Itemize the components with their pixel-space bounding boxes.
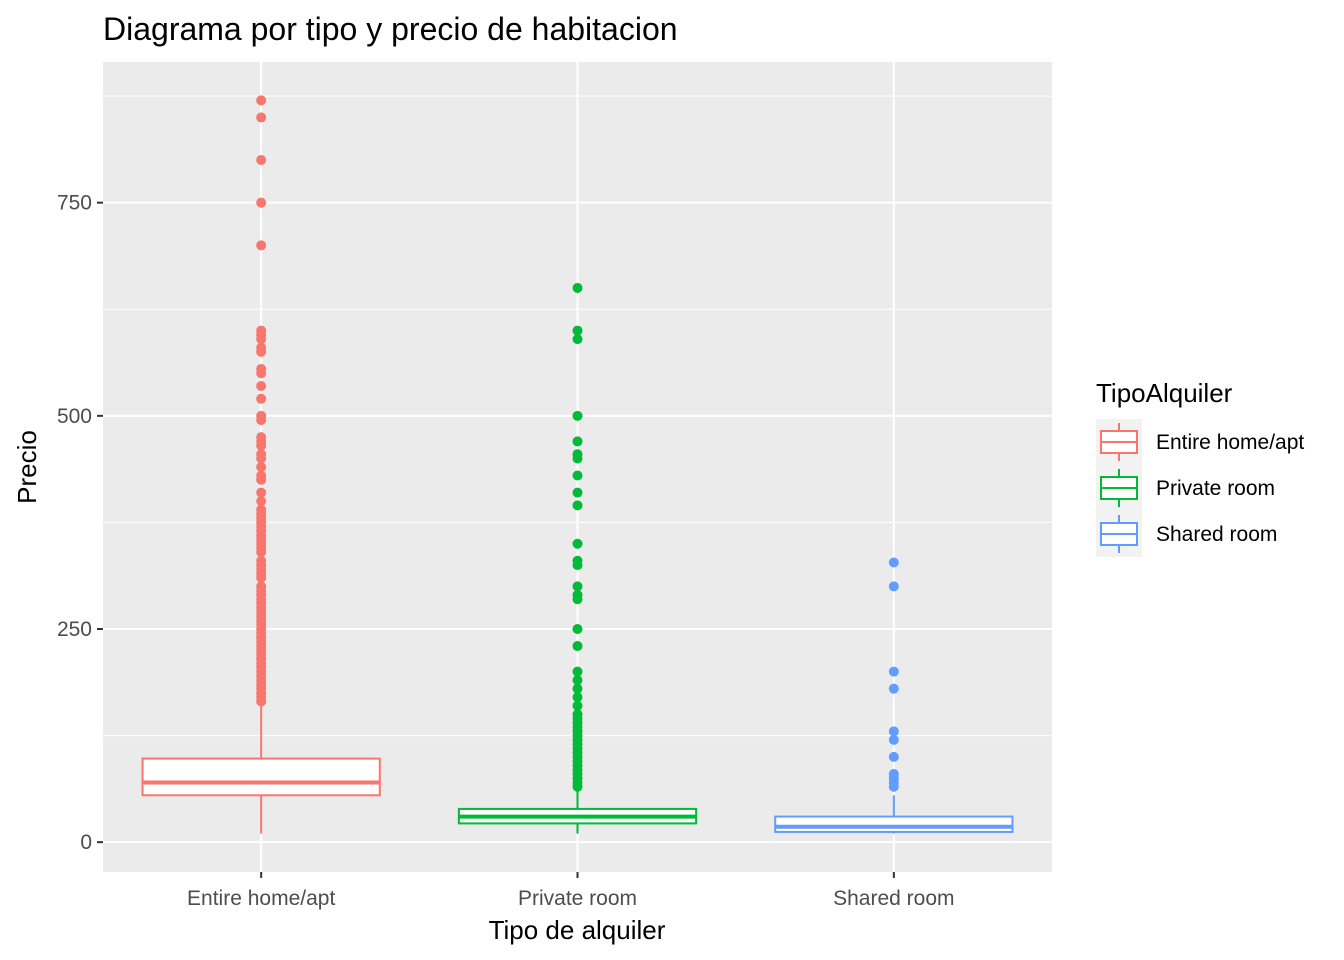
legend: TipoAlquiler Entire home/apt Private room… xyxy=(1096,378,1304,557)
x-tick-label: Private room xyxy=(518,887,637,910)
x-axis-title: Tipo de alquiler xyxy=(489,915,666,945)
box-iqr xyxy=(143,759,380,796)
legend-item: Private room xyxy=(1096,465,1275,511)
outlier-point xyxy=(256,347,266,357)
outlier-point xyxy=(573,641,583,651)
outlier-point xyxy=(256,95,266,105)
outlier-point xyxy=(573,283,583,293)
outlier-point xyxy=(573,488,583,498)
outlier-point xyxy=(573,684,583,694)
outlier-point xyxy=(256,573,266,583)
outlier-point xyxy=(256,496,266,506)
outlier-point xyxy=(889,557,899,567)
y-tick-label: 250 xyxy=(57,618,92,641)
outlier-point xyxy=(256,198,266,208)
outlier-point xyxy=(256,112,266,122)
legend-label: Entire home/apt xyxy=(1156,431,1304,454)
y-axis-title: Precio xyxy=(12,430,42,504)
outlier-point xyxy=(573,334,583,344)
outlier-point xyxy=(256,696,266,706)
legend-label: Shared room xyxy=(1156,523,1277,546)
outlier-point xyxy=(573,667,583,677)
outlier-point xyxy=(889,726,899,736)
outlier-point xyxy=(573,692,583,702)
chart-title: Diagrama por tipo y precio de habitacion xyxy=(103,11,678,47)
outlier-point xyxy=(573,782,583,792)
outlier-point xyxy=(573,326,583,336)
outlier-point xyxy=(573,500,583,510)
y-axis: 0 250 500 750 xyxy=(57,192,103,854)
outlier-point xyxy=(256,368,266,378)
outlier-point xyxy=(573,675,583,685)
outlier-point xyxy=(573,594,583,604)
outlier-point xyxy=(573,581,583,591)
outlier-point xyxy=(573,560,583,570)
outlier-point xyxy=(573,624,583,634)
outlier-point xyxy=(573,436,583,446)
outlier-point xyxy=(889,684,899,694)
legend-title: TipoAlquiler xyxy=(1096,378,1233,408)
legend-label: Private room xyxy=(1156,477,1275,500)
outlier-point xyxy=(256,547,266,557)
legend-item: Shared room xyxy=(1096,511,1277,557)
y-tick-label: 0 xyxy=(80,831,92,854)
outlier-point xyxy=(573,539,583,549)
outlier-point xyxy=(256,488,266,498)
y-tick-label: 500 xyxy=(57,405,92,428)
outlier-point xyxy=(573,471,583,481)
outlier-point xyxy=(256,155,266,165)
box-iqr xyxy=(775,817,1012,832)
outlier-point xyxy=(256,381,266,391)
outlier-point xyxy=(573,411,583,421)
legend-item: Entire home/apt xyxy=(1096,419,1304,465)
outlier-point xyxy=(256,415,266,425)
outlier-point xyxy=(573,453,583,463)
outlier-point xyxy=(256,334,266,344)
y-tick-label: 750 xyxy=(57,192,92,215)
outlier-point xyxy=(256,462,266,472)
outlier-point xyxy=(256,240,266,250)
outlier-point xyxy=(889,735,899,745)
x-axis: Entire home/apt Private room Shared room xyxy=(187,872,955,910)
outlier-point xyxy=(256,475,266,485)
outlier-point xyxy=(889,752,899,762)
outlier-point xyxy=(889,782,899,792)
outlier-point xyxy=(573,701,583,711)
outlier-point xyxy=(256,453,266,463)
x-tick-label: Shared room xyxy=(833,887,954,910)
x-tick-label: Entire home/apt xyxy=(187,887,335,910)
outlier-point xyxy=(256,394,266,404)
outlier-point xyxy=(889,667,899,677)
outlier-point xyxy=(889,581,899,591)
outlier-point xyxy=(256,441,266,451)
